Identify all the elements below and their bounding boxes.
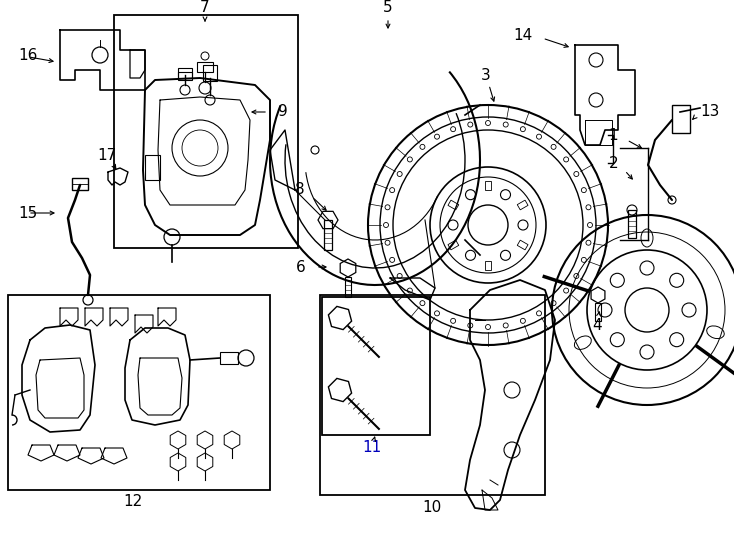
Bar bbox=[178, 72, 192, 80]
Bar bbox=[517, 200, 528, 210]
Bar bbox=[220, 352, 238, 364]
Bar bbox=[8, 295, 270, 490]
Bar bbox=[672, 105, 690, 133]
Bar bbox=[178, 68, 192, 78]
Bar bbox=[72, 178, 88, 190]
Text: 7: 7 bbox=[200, 1, 210, 16]
Bar bbox=[485, 260, 491, 269]
Bar bbox=[628, 210, 636, 238]
Text: 3: 3 bbox=[481, 68, 491, 83]
Bar bbox=[320, 295, 545, 495]
Text: 6: 6 bbox=[297, 260, 306, 274]
Text: 16: 16 bbox=[18, 48, 37, 63]
Text: 4: 4 bbox=[592, 318, 602, 333]
Text: 9: 9 bbox=[278, 105, 288, 119]
Bar bbox=[324, 220, 332, 250]
Text: 1: 1 bbox=[608, 127, 618, 143]
Text: 5: 5 bbox=[383, 1, 393, 16]
Bar bbox=[197, 62, 213, 72]
Bar bbox=[448, 200, 459, 210]
Bar bbox=[595, 303, 601, 321]
Bar bbox=[203, 65, 217, 81]
Text: 15: 15 bbox=[18, 206, 37, 220]
Text: 17: 17 bbox=[98, 147, 117, 163]
Bar bbox=[517, 240, 528, 250]
Text: 2: 2 bbox=[608, 156, 618, 171]
Text: 12: 12 bbox=[123, 495, 142, 510]
Text: 13: 13 bbox=[700, 105, 719, 119]
Bar bbox=[448, 240, 459, 250]
Bar bbox=[485, 180, 491, 190]
Text: 14: 14 bbox=[514, 28, 533, 43]
Bar bbox=[145, 155, 160, 180]
Bar bbox=[114, 15, 298, 248]
Text: 8: 8 bbox=[295, 183, 305, 198]
Text: 10: 10 bbox=[422, 500, 442, 515]
Text: 11: 11 bbox=[363, 440, 382, 455]
Bar bbox=[345, 277, 351, 297]
Bar bbox=[322, 297, 430, 435]
